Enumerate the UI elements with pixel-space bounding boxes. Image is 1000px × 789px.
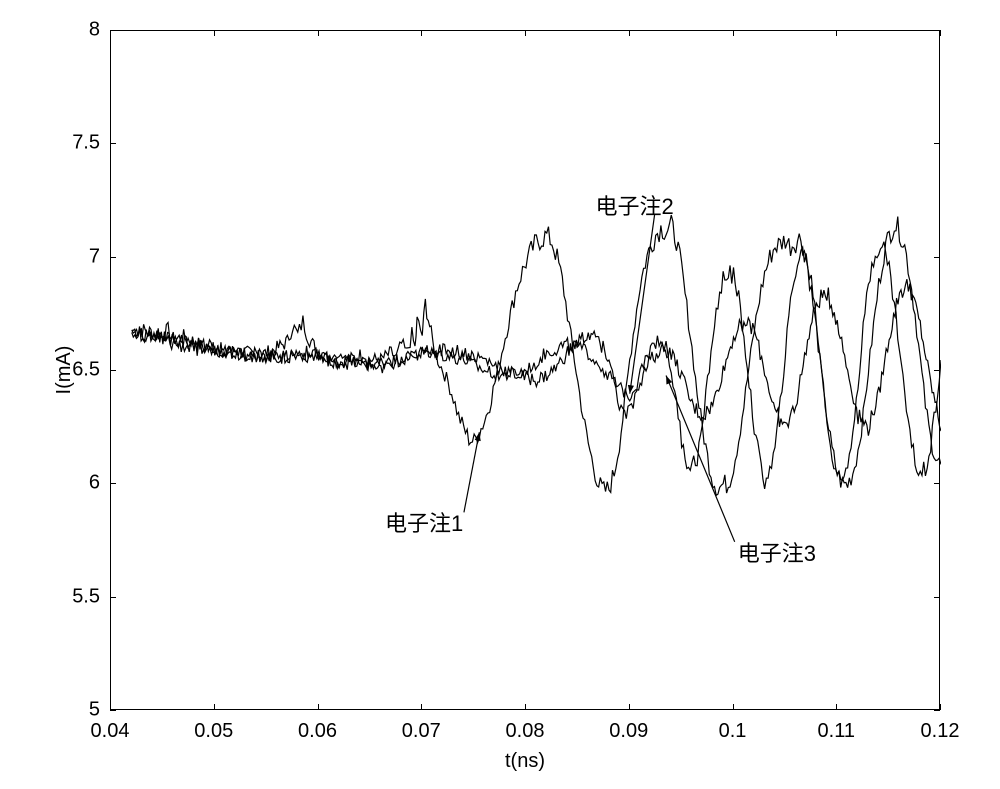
y-tick — [110, 257, 116, 258]
y-tick — [934, 483, 940, 484]
series-电子注2 — [132, 242, 941, 489]
x-tick — [733, 704, 734, 710]
x-tick — [629, 30, 630, 36]
x-tick — [836, 704, 837, 710]
annotation-label: 电子注3 — [738, 536, 816, 568]
x-axis-label: t(ns) — [505, 750, 545, 773]
y-tick — [110, 597, 116, 598]
x-tick — [318, 704, 319, 710]
y-tick — [934, 370, 940, 371]
x-tick — [525, 30, 526, 36]
x-tick — [836, 30, 837, 36]
y-tick — [934, 143, 940, 144]
x-tick — [214, 30, 215, 36]
chart-container: I(mA) t(ns) 55.566.577.580.040.050.060.0… — [110, 30, 940, 710]
y-tick-label: 8 — [89, 19, 100, 42]
y-tick-label: 5.5 — [72, 585, 100, 608]
x-tick — [940, 30, 941, 36]
x-tick-label: 0.08 — [506, 720, 545, 743]
y-tick-label: 7 — [89, 245, 100, 268]
x-tick — [421, 704, 422, 710]
x-tick-label: 0.04 — [91, 720, 130, 743]
y-tick — [110, 710, 116, 711]
x-tick-label: 0.05 — [194, 720, 233, 743]
y-tick — [934, 710, 940, 711]
x-tick — [940, 704, 941, 710]
x-tick — [214, 704, 215, 710]
y-tick — [110, 143, 116, 144]
y-tick — [934, 257, 940, 258]
y-tick — [110, 483, 116, 484]
x-tick-label: 0.1 — [719, 720, 747, 743]
x-tick-label: 0.07 — [402, 720, 441, 743]
y-tick — [110, 370, 116, 371]
x-tick-label: 0.12 — [921, 720, 960, 743]
x-tick — [629, 704, 630, 710]
x-tick-label: 0.06 — [298, 720, 337, 743]
plot-svg — [111, 31, 941, 711]
x-tick — [318, 30, 319, 36]
x-tick — [525, 704, 526, 710]
x-tick — [110, 704, 111, 710]
y-tick — [934, 597, 940, 598]
y-tick-label: 5 — [89, 699, 100, 722]
x-tick — [733, 30, 734, 36]
annotation-label: 电子注2 — [596, 189, 674, 221]
x-tick-label: 0.11 — [818, 720, 855, 743]
plot-area — [110, 30, 940, 710]
x-tick-label: 0.09 — [609, 720, 648, 743]
x-tick — [421, 30, 422, 36]
y-tick-label: 7.5 — [72, 132, 100, 155]
y-tick-label: 6 — [89, 472, 100, 495]
x-tick — [110, 30, 111, 36]
annotation-label: 电子注1 — [385, 506, 463, 538]
y-tick-label: 6.5 — [72, 359, 100, 382]
